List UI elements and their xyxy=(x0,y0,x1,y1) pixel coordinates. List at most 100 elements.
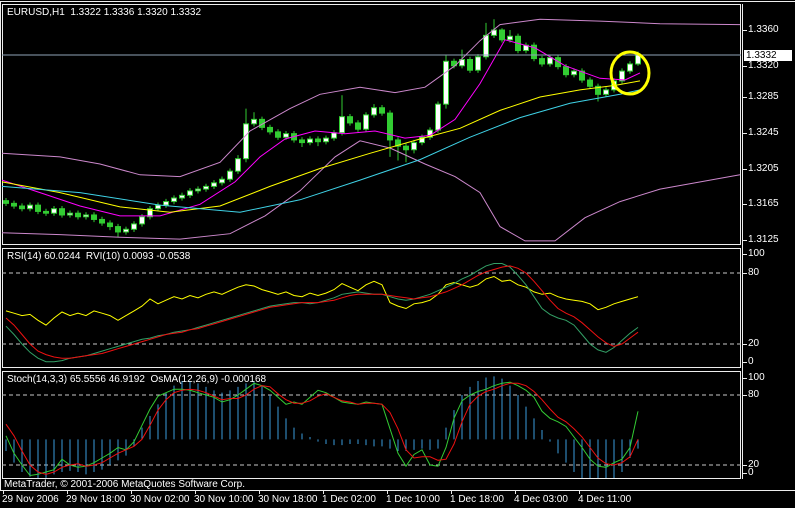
price-axis-label: 1.3205 xyxy=(748,163,779,174)
candle xyxy=(419,136,425,144)
candle xyxy=(115,226,121,233)
candle xyxy=(235,158,241,172)
time-axis-label: 29 Nov 2006 xyxy=(2,494,59,505)
candle xyxy=(219,178,225,184)
candle xyxy=(563,66,569,76)
candle xyxy=(363,114,369,130)
candle xyxy=(403,145,409,151)
candle xyxy=(307,138,313,144)
candle xyxy=(579,70,585,81)
candle xyxy=(339,116,345,134)
candle xyxy=(267,126,273,133)
time-axis-label: 30 Nov 10:00 xyxy=(194,494,254,505)
candle xyxy=(411,142,417,151)
candle xyxy=(275,131,281,138)
rsi-axis-label: 20 xyxy=(748,338,760,349)
candle xyxy=(507,35,513,41)
candle xyxy=(11,202,17,207)
candle xyxy=(371,107,377,116)
candle xyxy=(259,118,265,128)
candle xyxy=(27,204,33,210)
rsi-axis-label: 100 xyxy=(748,248,765,259)
candle xyxy=(347,116,353,124)
time-axis-tick xyxy=(387,490,388,494)
time-axis-label: 1 Dec 02:00 xyxy=(322,494,376,505)
candle xyxy=(355,122,361,130)
candle xyxy=(203,185,209,190)
candle xyxy=(627,63,633,72)
candle xyxy=(123,228,129,233)
candle xyxy=(571,70,577,76)
time-axis-label: 29 Nov 18:00 xyxy=(66,494,126,505)
price-axis-label: 1.3125 xyxy=(748,234,779,245)
candle xyxy=(75,212,81,218)
candle xyxy=(635,54,641,65)
candle xyxy=(611,80,617,91)
candle xyxy=(587,79,593,87)
candle xyxy=(51,208,57,214)
time-axis-label: 1 Dec 10:00 xyxy=(386,494,440,505)
candle xyxy=(619,70,625,82)
price-scale[interactable]: 1.3360 1.3320 1.3285 1.3245 1.3205 1.3165 1.31… xyxy=(742,0,795,490)
candle xyxy=(467,58,473,71)
candle xyxy=(531,44,537,60)
candle xyxy=(195,188,201,192)
candle xyxy=(483,34,489,58)
stoch-indicator-label: Stoch(14,3,3) 65.5556 46.9192 OsMA(12,26… xyxy=(7,374,267,385)
candle xyxy=(67,212,73,216)
candle xyxy=(291,133,297,141)
current-price-tag: 1.3332 xyxy=(744,50,792,61)
price-axis-label: 1.3245 xyxy=(748,127,779,138)
candle xyxy=(435,103,441,131)
candle xyxy=(3,200,9,204)
time-axis-label: 30 Nov 18:00 xyxy=(258,494,318,505)
candle xyxy=(35,204,41,212)
candle xyxy=(283,133,289,138)
candle xyxy=(451,60,457,67)
time-axis-label: 4 Dec 11:00 xyxy=(578,494,632,505)
candle xyxy=(331,132,337,139)
time-axis-tick xyxy=(323,490,324,494)
candle xyxy=(43,210,49,214)
candle xyxy=(523,44,529,52)
candle xyxy=(475,56,481,71)
candle xyxy=(83,214,89,218)
stoch-axis-label: 0 xyxy=(748,467,754,478)
candle xyxy=(163,201,169,206)
candle xyxy=(59,208,65,216)
candle xyxy=(211,182,217,187)
time-axis-label: 30 Nov 02:00 xyxy=(130,494,190,505)
time-axis-tick xyxy=(131,490,132,494)
candle xyxy=(547,57,553,65)
time-axis-tick xyxy=(3,490,4,494)
candle xyxy=(147,208,153,218)
candle xyxy=(323,137,329,143)
time-scale[interactable]: 29 Nov 2006 29 Nov 18:00 30 Nov 02:00 30 No… xyxy=(0,490,795,508)
candle xyxy=(227,170,233,180)
price-axis-label: 1.3360 xyxy=(748,24,779,35)
candle xyxy=(187,190,193,196)
stoch-axis-label: 80 xyxy=(748,389,760,400)
candle xyxy=(131,223,137,230)
candle xyxy=(19,205,25,210)
time-axis-tick xyxy=(195,490,196,494)
candle xyxy=(555,57,561,68)
candle xyxy=(515,35,521,52)
candle xyxy=(459,58,465,67)
candle xyxy=(179,194,185,199)
copyright-text: MetaTrader, © 2001-2006 MetaQuotes Softw… xyxy=(4,479,246,490)
rsi-indicator-label: RSI(14) 60.0244 RVI(10) 0.0093 -0.0538 xyxy=(7,251,191,262)
candle xyxy=(155,204,161,210)
candle xyxy=(603,89,609,95)
time-axis-tick xyxy=(451,490,452,494)
time-axis-tick xyxy=(515,490,516,494)
rsi-axis-label: 0 xyxy=(748,356,754,367)
candle xyxy=(499,29,505,41)
quote-bar: EURUSD,H1 1.3322 1.3336 1.3320 1.3332 xyxy=(7,7,202,18)
stoch-axis-label: 100 xyxy=(748,372,765,383)
candle xyxy=(443,60,449,105)
candle xyxy=(99,218,105,224)
price-axis-label: 1.3285 xyxy=(748,91,779,102)
price-axis-label: 1.3320 xyxy=(748,60,779,71)
